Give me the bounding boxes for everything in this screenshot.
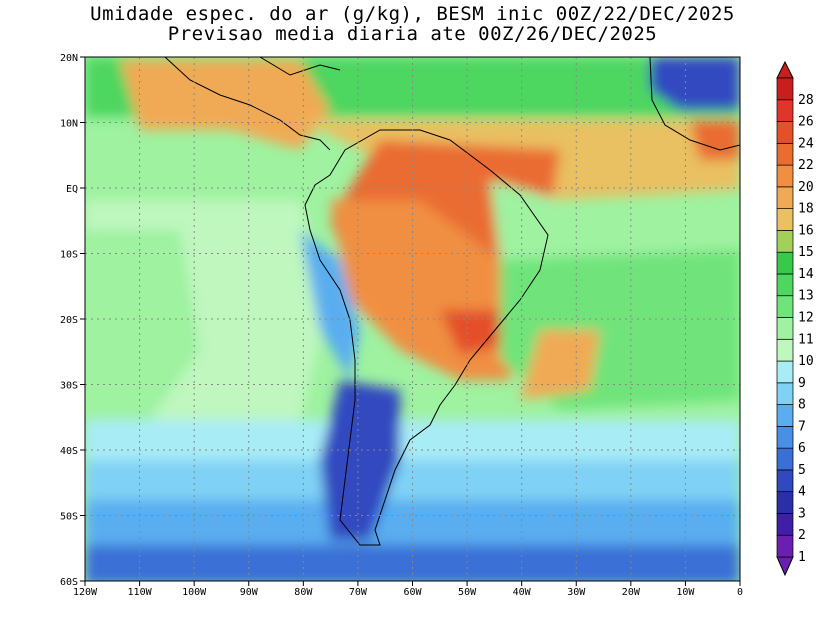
- colorbar-label: 18: [798, 202, 814, 217]
- colorbar-swatch: [776, 208, 794, 231]
- colorbar-swatch: [776, 360, 794, 384]
- colorbar-label: 22: [798, 158, 814, 173]
- africa-coast: [649, 57, 740, 151]
- colorbar-label: 1: [798, 550, 806, 565]
- field-coast-orange: [520, 330, 600, 400]
- coastlines: [164, 57, 740, 546]
- lon-tick-label: 70W: [349, 587, 368, 598]
- colorbar-label: 8: [798, 398, 806, 413]
- lat-tick-label: 60S: [60, 577, 78, 588]
- colorbar-swatch: [776, 447, 794, 471]
- lat-tick-label: 10N: [60, 119, 78, 130]
- lon-tick-label: 10W: [676, 587, 695, 598]
- lon-tick-label: 0: [737, 587, 743, 598]
- colorbar-label: 2: [798, 528, 806, 543]
- colorbar-swatch: [776, 142, 794, 166]
- colorbar-swatch: [776, 426, 794, 449]
- colorbar-swatch: [776, 534, 794, 558]
- colorbar-label: 6: [798, 441, 806, 456]
- lat-tick-label: 20N: [60, 53, 78, 64]
- colorbar-label: 28: [798, 93, 814, 108]
- colorbar-swatch: [776, 121, 794, 144]
- colorbar-label: 5: [798, 463, 806, 478]
- lon-tick-label: 50W: [458, 587, 477, 598]
- field-pacific-green: [85, 230, 200, 420]
- colorbar-swatch: [776, 186, 794, 209]
- graticule: [85, 57, 740, 581]
- colorbar-swatch: [776, 273, 794, 297]
- lat-tick-label: 30S: [60, 381, 78, 392]
- colorbar-label: 15: [798, 245, 814, 260]
- caribbean-coast: [259, 57, 341, 76]
- colorbar-label: 12: [798, 311, 814, 326]
- colorbar-label: 3: [798, 506, 806, 521]
- colorbar-swatch: [776, 317, 794, 340]
- field-guinea-orange: [690, 120, 740, 160]
- central-america-coast: [164, 57, 331, 151]
- colorbar-label: 13: [798, 289, 814, 304]
- colorbar-swatch: [776, 338, 794, 362]
- colorbar-swatch: [776, 77, 794, 101]
- colorbar-label: 4: [798, 485, 806, 500]
- lat-tick-label: 50S: [60, 512, 78, 523]
- lon-tick-label: 40W: [513, 587, 532, 598]
- field-core-red: [440, 310, 505, 355]
- colorbar-label: 9: [798, 376, 806, 391]
- colorbar-swatch: [776, 164, 794, 188]
- lat-tick-label: EQ: [66, 184, 78, 195]
- colorbar-label: 20: [798, 180, 814, 195]
- colorbar-swatch: [776, 230, 794, 253]
- colorbar-swatch: [776, 404, 794, 427]
- colorbar-swatch: [776, 251, 794, 275]
- south-america-coast: [304, 129, 549, 546]
- lon-tick-label: 60W: [403, 587, 422, 598]
- field-andes-light-blue: [300, 230, 360, 380]
- lon-tick-label: 30W: [567, 587, 586, 598]
- colorbar-label: 26: [798, 115, 814, 130]
- colorbar-swatch: [776, 469, 794, 493]
- lon-tick-label: 90W: [240, 587, 259, 598]
- field-sahara-dark-blue: [650, 57, 740, 110]
- colorbar-label: 11: [798, 332, 814, 347]
- map-subtitle: Previsao media diaria ate 00Z/26/DEC/202…: [167, 23, 658, 45]
- latitude-labels: 20N 10N EQ 10S 20S 30S 40S 50S 60S: [60, 53, 85, 588]
- colorbar-swatch: [776, 513, 794, 536]
- colorbar-label: 16: [798, 223, 814, 238]
- longitude-labels: 120W 110W 100W 90W 80W 70W 60W 50W 40W 30W 20W 10W 0: [73, 581, 743, 598]
- colorbar-label: 7: [798, 419, 806, 434]
- colorbar-bottom-arrow: [776, 556, 794, 577]
- map-title: Umidade espec. do ar (g/kg), BESM inic 0…: [90, 3, 735, 25]
- lon-tick-label: 20W: [622, 587, 641, 598]
- lat-tick-label: 40S: [60, 446, 78, 457]
- lon-tick-label: 120W: [73, 587, 98, 598]
- colorbar-label: 14: [798, 267, 814, 282]
- field-patagonia-dark-blue: [320, 380, 400, 540]
- colorbar-swatch: [776, 382, 794, 405]
- lon-tick-label: 110W: [128, 587, 153, 598]
- field-pacific-orange: [120, 60, 330, 150]
- lon-tick-label: 100W: [182, 587, 207, 598]
- colorbar-label: 10: [798, 354, 814, 369]
- lon-tick-label: 80W: [294, 587, 313, 598]
- colorbar-swatch: [776, 491, 794, 514]
- humidity-field: [85, 57, 740, 581]
- colorbar-swatch: [776, 99, 794, 122]
- colorbar-swatch: [776, 295, 794, 318]
- lat-tick-label: 10S: [60, 250, 78, 261]
- field-ne-brazil-green: [490, 180, 560, 260]
- colorbar-label: 24: [798, 136, 814, 151]
- colorbar-top-arrow: [776, 60, 794, 79]
- lat-tick-label: 20S: [60, 315, 78, 326]
